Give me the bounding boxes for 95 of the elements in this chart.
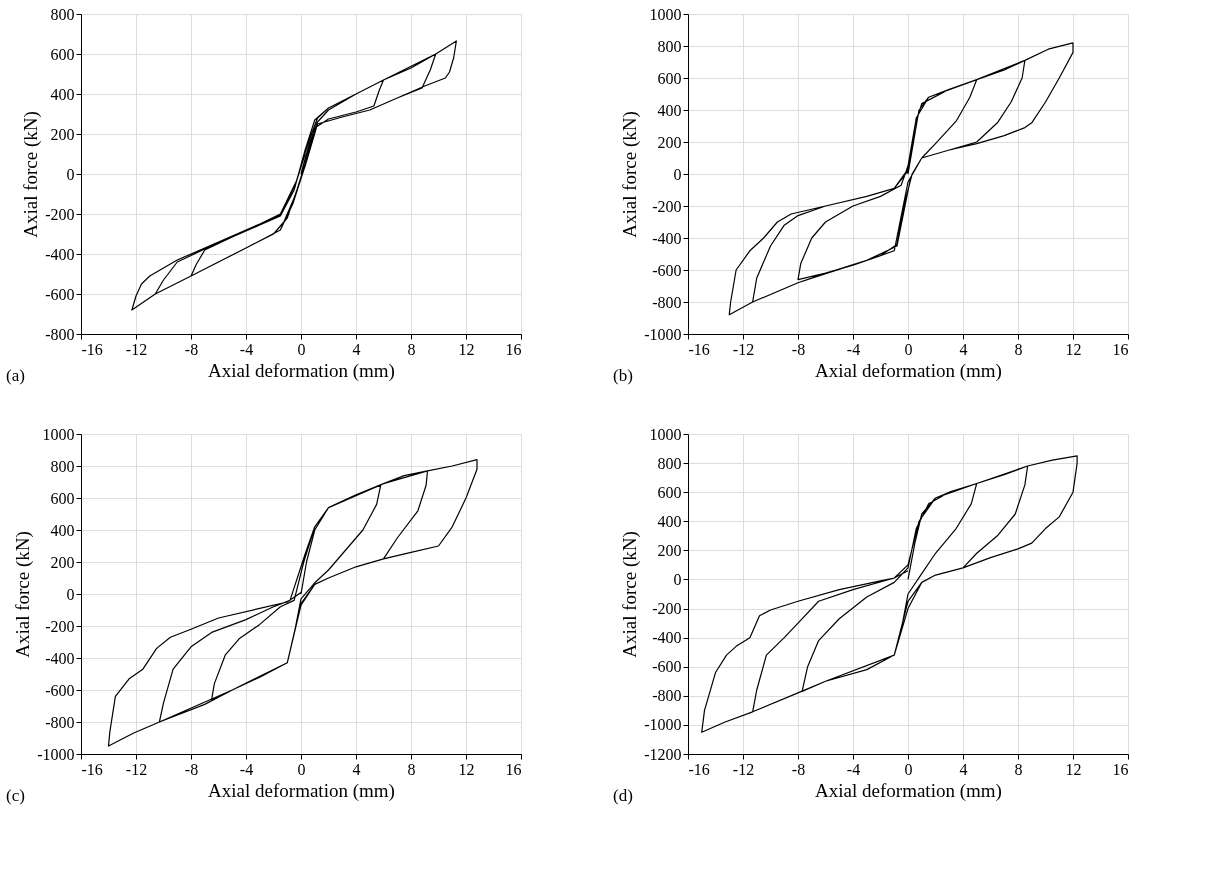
x-tick-label: 4 bbox=[352, 340, 361, 358]
x-tick-label: 12 bbox=[458, 760, 475, 778]
y-tick-label: 600 bbox=[657, 483, 682, 501]
x-axis-title: Axial deformation (mm) bbox=[815, 779, 1002, 802]
y-tick-label: -200 bbox=[652, 197, 682, 215]
x-tick-label: 12 bbox=[1065, 340, 1082, 358]
x-tick-label: -12 bbox=[125, 340, 148, 358]
y-tick-label: 200 bbox=[657, 133, 682, 151]
y-axis-title: Axial force (kN) bbox=[20, 111, 43, 238]
y-tick-label: -600 bbox=[652, 658, 682, 676]
x-tick-label: 4 bbox=[352, 760, 361, 778]
y-tick-label: -1000 bbox=[644, 325, 682, 343]
line-series bbox=[131, 40, 457, 311]
y-tick-label: 1000 bbox=[649, 425, 682, 443]
y-tick-label: 200 bbox=[50, 125, 75, 143]
y-tick-label: -400 bbox=[45, 649, 75, 667]
y-tick-label: -1000 bbox=[644, 716, 682, 734]
x-tick-label: 0 bbox=[904, 340, 913, 358]
x-tick-label: 0 bbox=[904, 760, 913, 778]
x-tick-label: 12 bbox=[1065, 760, 1082, 778]
y-tick-label: -200 bbox=[652, 600, 682, 618]
y-tick-label: -800 bbox=[45, 713, 75, 731]
y-tick-label: 0 bbox=[66, 165, 75, 183]
y-tick-label: 200 bbox=[657, 541, 682, 559]
x-tick-label: -8 bbox=[791, 340, 806, 358]
line-series bbox=[701, 455, 1078, 733]
x-tick-label: -16 bbox=[81, 760, 103, 778]
y-tick-label: -600 bbox=[45, 681, 75, 699]
y-tick-label: -200 bbox=[45, 205, 75, 223]
line-series bbox=[107, 459, 478, 747]
y-tick-label: 600 bbox=[657, 69, 682, 87]
y-tick-label: -400 bbox=[45, 245, 75, 263]
x-tick-label: 8 bbox=[1014, 340, 1023, 358]
y-tick-label: -800 bbox=[652, 687, 682, 705]
y-tick-label: 600 bbox=[50, 489, 75, 507]
x-tick-label: 0 bbox=[297, 340, 306, 358]
text: (d) bbox=[613, 786, 633, 805]
y-tick-label: 600 bbox=[50, 45, 75, 63]
x-tick-label: 8 bbox=[1014, 760, 1023, 778]
y-axis-title: Axial force (kN) bbox=[619, 531, 642, 658]
x-tick-label: -8 bbox=[184, 340, 199, 358]
x-tick-label: -12 bbox=[732, 760, 755, 778]
x-tick-label: 16 bbox=[1112, 760, 1129, 778]
x-tick-label: -16 bbox=[688, 340, 710, 358]
x-tick-label: 4 bbox=[959, 340, 968, 358]
x-tick-label: -4 bbox=[239, 760, 254, 778]
x-axis-title: Axial deformation (mm) bbox=[815, 359, 1002, 382]
x-tick-label: -4 bbox=[846, 340, 861, 358]
y-tick-label: 200 bbox=[50, 553, 75, 571]
x-tick-label: 8 bbox=[407, 340, 416, 358]
x-tick-label: -4 bbox=[239, 340, 254, 358]
x-tick-label: 4 bbox=[959, 760, 968, 778]
x-tick-label: -8 bbox=[791, 760, 806, 778]
y-tick-label: 0 bbox=[673, 165, 682, 183]
y-tick-label: 800 bbox=[657, 37, 682, 55]
x-tick-label: -16 bbox=[688, 760, 710, 778]
y-tick-label: 800 bbox=[50, 5, 75, 23]
y-tick-label: 400 bbox=[657, 101, 682, 119]
x-axis-title: Axial deformation (mm) bbox=[208, 779, 395, 802]
y-tick-label: 800 bbox=[50, 457, 75, 475]
x-tick-label: 8 bbox=[407, 760, 416, 778]
x-tick-label: 0 bbox=[297, 760, 306, 778]
y-tick-label: -600 bbox=[45, 285, 75, 303]
y-tick-label: -200 bbox=[45, 617, 75, 635]
x-tick-label: -12 bbox=[125, 760, 148, 778]
y-tick-label: 1000 bbox=[649, 5, 682, 23]
y-tick-label: 400 bbox=[50, 521, 75, 539]
y-tick-label: 800 bbox=[657, 454, 682, 472]
y-axis-title: Axial force (kN) bbox=[12, 531, 35, 658]
x-tick-label: 16 bbox=[505, 760, 522, 778]
x-tick-label: -4 bbox=[846, 760, 861, 778]
y-tick-label: 0 bbox=[66, 585, 75, 603]
y-tick-label: -600 bbox=[652, 261, 682, 279]
x-axis-title: Axial deformation (mm) bbox=[208, 359, 395, 382]
x-tick-label: 16 bbox=[1112, 340, 1129, 358]
y-tick-label: -800 bbox=[652, 293, 682, 311]
y-tick-label: 400 bbox=[657, 512, 682, 530]
y-tick-label: -800 bbox=[45, 325, 75, 343]
y-tick-label: 400 bbox=[50, 85, 75, 103]
line-series bbox=[728, 42, 1074, 316]
x-tick-label: -12 bbox=[732, 340, 755, 358]
x-tick-label: 12 bbox=[458, 340, 475, 358]
x-tick-label: -16 bbox=[81, 340, 103, 358]
x-tick-label: -8 bbox=[184, 760, 199, 778]
text: (b) bbox=[613, 366, 633, 385]
text: (a) bbox=[6, 366, 25, 385]
y-tick-label: -1000 bbox=[37, 745, 75, 763]
y-tick-label: -400 bbox=[652, 229, 682, 247]
y-axis-title: Axial force (kN) bbox=[619, 111, 642, 238]
y-tick-label: -1200 bbox=[644, 745, 682, 763]
y-tick-label: 0 bbox=[673, 570, 682, 588]
y-tick-label: -400 bbox=[652, 629, 682, 647]
text: (c) bbox=[6, 786, 25, 805]
y-tick-label: 1000 bbox=[42, 425, 75, 443]
x-tick-label: 16 bbox=[505, 340, 522, 358]
